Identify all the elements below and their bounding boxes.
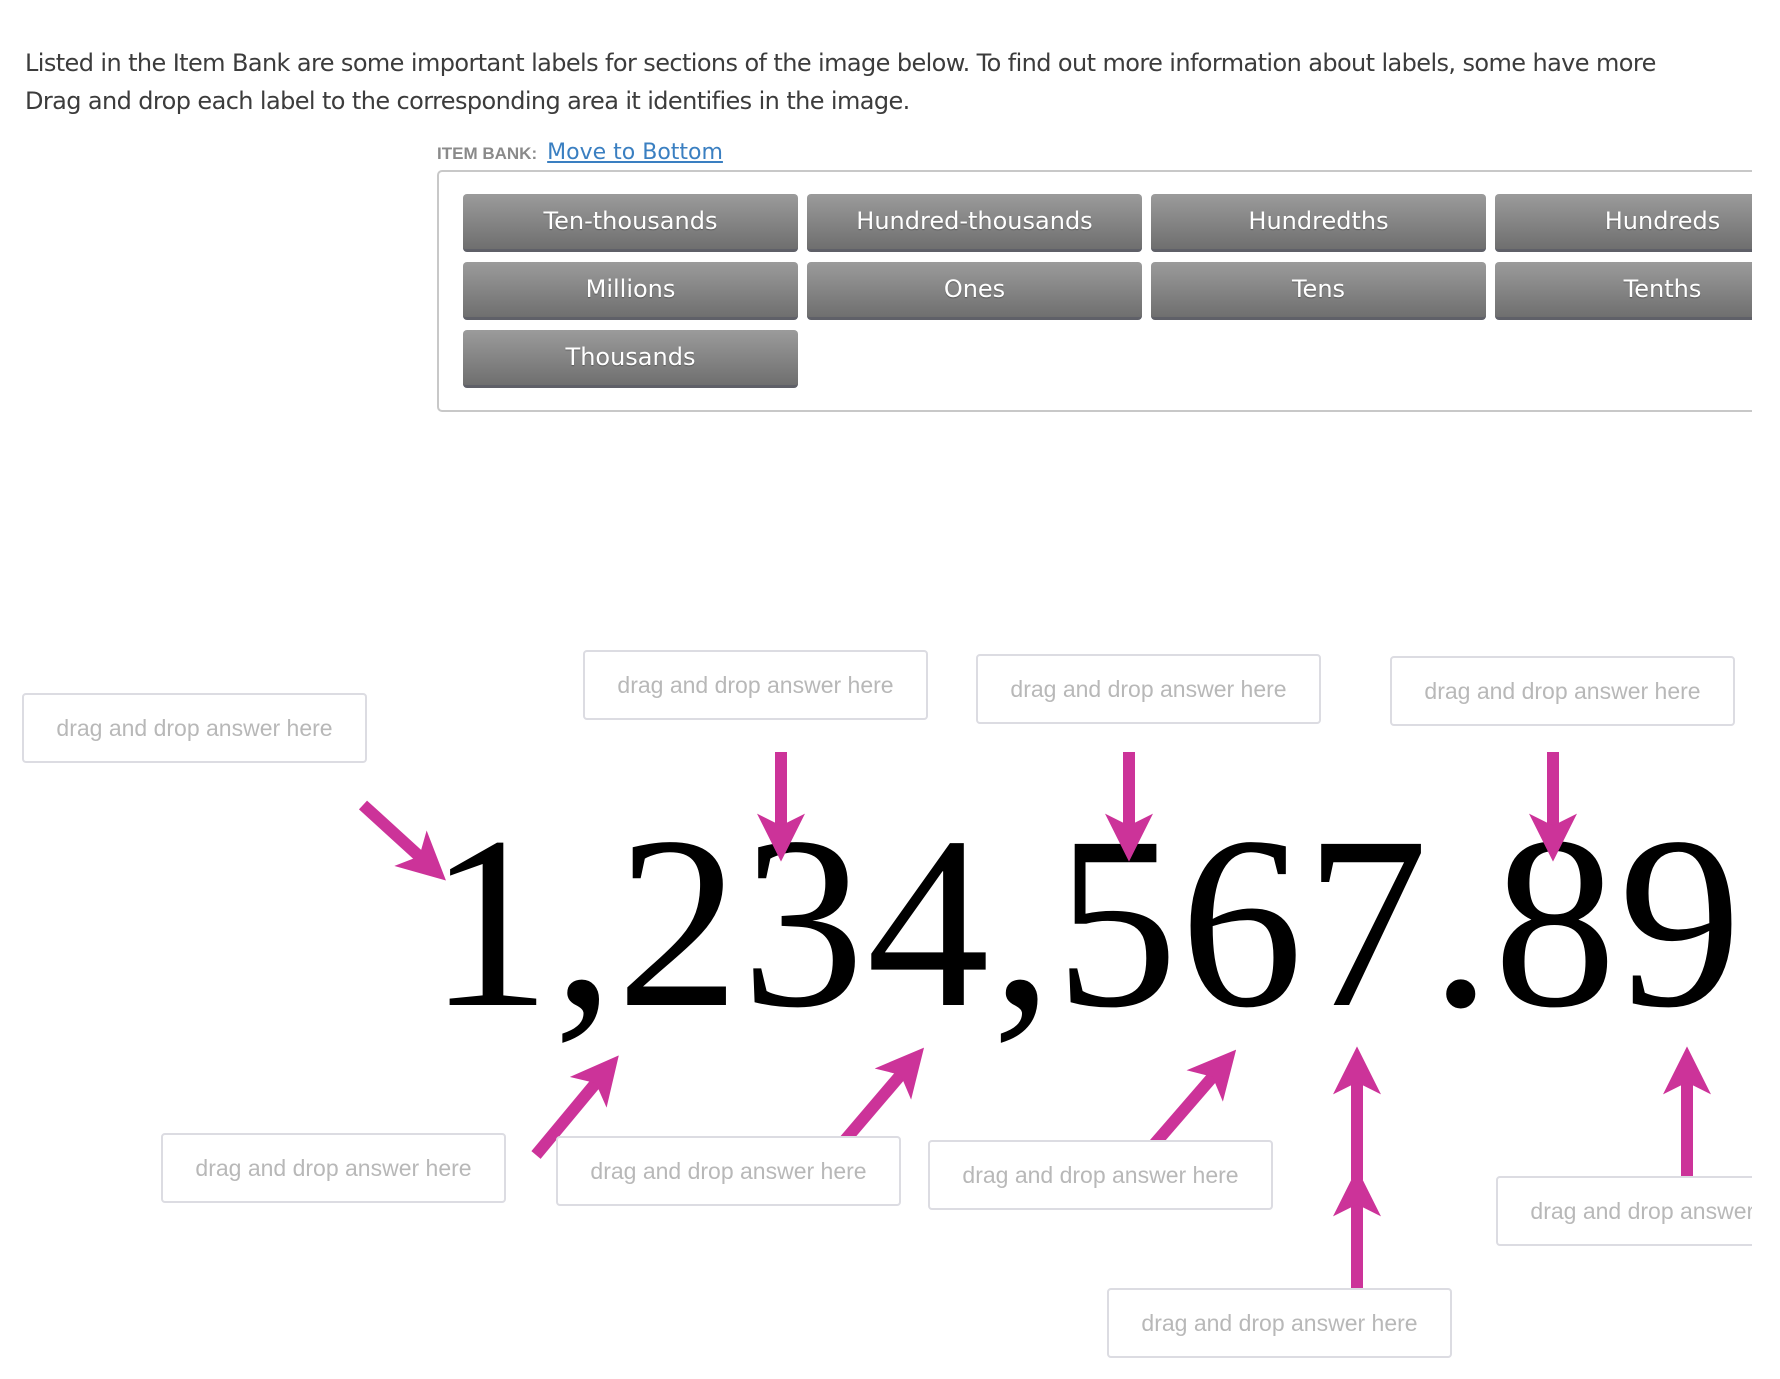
- instructions-line-2: Drag and drop each label to the correspo…: [25, 87, 910, 115]
- item-hundreds[interactable]: Hundreds: [1495, 194, 1752, 252]
- arrow-icon: [835, 1047, 925, 1150]
- drop-zone[interactable]: drag and drop answer here: [161, 1133, 506, 1203]
- item-thousands[interactable]: Thousands: [463, 330, 798, 388]
- item-hundredths[interactable]: Hundredths: [1151, 194, 1486, 252]
- number-image: 1,234,567.89: [428, 787, 1744, 1059]
- drop-zone[interactable]: drag and drop answer here: [1107, 1288, 1452, 1358]
- item-ten-thousands[interactable]: Ten-thousands: [463, 194, 798, 252]
- arrow-icon: [1146, 1049, 1237, 1152]
- item-bank-label: ITEM BANK:: [437, 144, 538, 163]
- drop-zone[interactable]: drag and drop answer here: [928, 1140, 1273, 1210]
- instructions-line-1: Listed in the Item Bank are some importa…: [25, 49, 1656, 77]
- arrow-icon: [358, 800, 446, 881]
- item-bank-header: ITEM BANK: Move to Bottom: [437, 140, 723, 165]
- item-ones[interactable]: Ones: [807, 262, 1142, 320]
- item-bank: Ten-thousands Hundred-thousands Hundredt…: [437, 170, 1752, 412]
- drop-zone[interactable]: drag and drop answer here: [1496, 1176, 1752, 1246]
- drop-zone[interactable]: drag and drop answer here: [22, 693, 367, 763]
- drop-zone[interactable]: drag and drop answer here: [556, 1136, 901, 1206]
- move-to-bottom-link[interactable]: Move to Bottom: [547, 140, 723, 165]
- item-tens[interactable]: Tens: [1151, 262, 1486, 320]
- drop-zone[interactable]: drag and drop answer here: [1390, 656, 1735, 726]
- drop-zone[interactable]: drag and drop answer here: [583, 650, 928, 720]
- item-tenths[interactable]: Tenths: [1495, 262, 1752, 320]
- arrow-icon: [531, 1055, 619, 1159]
- drop-zone[interactable]: drag and drop answer here: [976, 654, 1321, 724]
- item-millions[interactable]: Millions: [463, 262, 798, 320]
- instructions: Listed in the Item Bank are some importa…: [25, 44, 1656, 120]
- item-hundred-thousands[interactable]: Hundred-thousands: [807, 194, 1142, 252]
